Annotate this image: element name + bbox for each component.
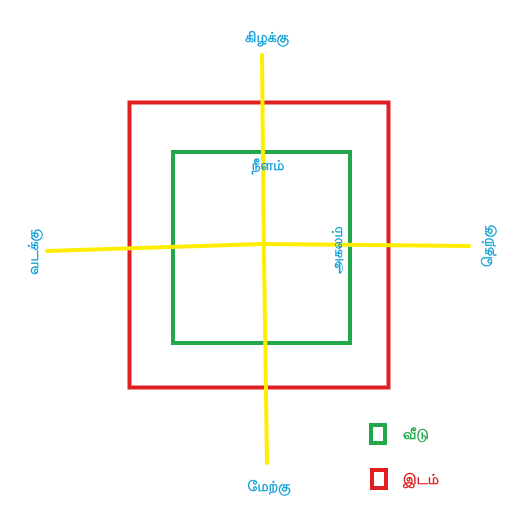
vertical-axis-lower — [262, 253, 269, 465]
south-direction-label: மேற்கு — [247, 479, 291, 495]
east-direction-label: தெற்கு — [480, 225, 496, 267]
north-direction-label: கிழக்கு — [244, 30, 290, 46]
horizontal-axis-left — [45, 242, 264, 253]
width-label: அகலம் — [330, 226, 346, 274]
west-direction-label: வடக்கு — [26, 229, 42, 275]
horizontal-axis-right — [260, 242, 471, 248]
legend-land-label: இடம் — [403, 472, 440, 488]
legend-land-swatch — [370, 468, 388, 490]
vertical-axis-upper — [260, 53, 266, 264]
legend-house-swatch — [369, 423, 387, 445]
length-label: நீளம் — [251, 158, 285, 174]
legend-house-label: வீடு — [403, 427, 429, 443]
